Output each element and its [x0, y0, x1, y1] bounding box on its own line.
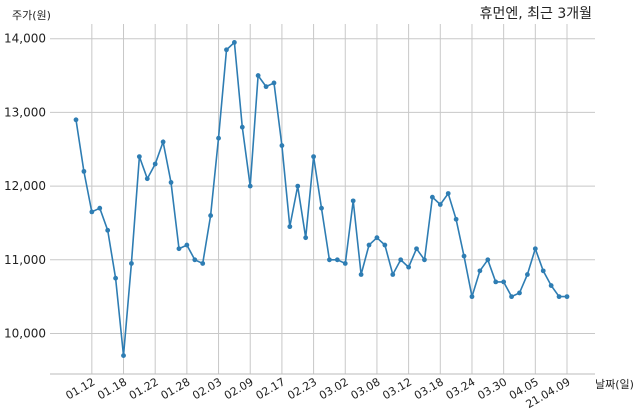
data-point	[152, 161, 158, 167]
data-point	[239, 124, 245, 130]
data-point	[129, 261, 134, 266]
x-tick-label: 01.22	[127, 375, 161, 402]
data-point	[366, 242, 372, 248]
data-point	[81, 168, 87, 174]
y-tick-label: 14,000	[4, 32, 46, 46]
data-point	[247, 183, 253, 189]
data-point	[445, 191, 451, 196]
x-axis: 01.1201.1801.2201.2802.0302.0902.1702.23…	[64, 375, 573, 411]
data-point	[342, 261, 348, 266]
data-point	[121, 353, 126, 358]
data-point	[437, 202, 443, 207]
y-tick-label: 11,000	[4, 253, 46, 267]
data-point	[311, 154, 316, 160]
data-point	[390, 272, 396, 277]
data-point	[422, 257, 427, 263]
data-point	[279, 143, 285, 148]
y-tick-label: 12,000	[4, 179, 46, 193]
x-tick-label: 02.03	[190, 375, 224, 402]
data-point	[525, 272, 530, 277]
chart-title: 휴먼엔, 최근 3개월	[480, 6, 592, 22]
data-point	[73, 117, 79, 123]
data-point	[334, 257, 340, 263]
data-point	[477, 268, 483, 274]
data-point	[160, 139, 166, 145]
data-point	[556, 294, 562, 300]
data-point	[136, 154, 142, 160]
data-point	[429, 194, 435, 200]
data-point	[540, 268, 546, 274]
data-point	[564, 294, 570, 300]
data-point	[358, 272, 364, 277]
data-point	[509, 294, 514, 300]
data-point	[493, 279, 499, 285]
data-point	[144, 176, 150, 182]
data-point	[501, 279, 507, 285]
data-point	[406, 264, 412, 270]
data-point	[374, 235, 380, 241]
y-tick-label: 13,000	[4, 105, 46, 119]
data-point	[532, 246, 538, 252]
x-tick-label: 03.18	[412, 375, 446, 402]
data-point	[303, 235, 309, 241]
x-tick-label: 02.23	[285, 375, 319, 402]
y-axis: 10,000 11,000 12,000 13,000 14,000	[4, 32, 46, 341]
data-point	[255, 73, 261, 78]
x-tick-label: 02.09	[222, 375, 256, 402]
data-point	[263, 84, 269, 90]
data-point	[398, 257, 404, 263]
x-tick-label: 03.24	[444, 375, 478, 402]
data-point	[224, 47, 229, 53]
x-tick-label: 01.12	[64, 375, 98, 402]
y-tick-label: 10,000	[4, 326, 46, 340]
price-line	[75, 40, 567, 356]
data-point	[97, 205, 103, 211]
x-tick-label: 03.08	[349, 375, 383, 402]
data-point	[192, 257, 198, 263]
data-point	[184, 242, 190, 248]
data-point	[485, 257, 491, 263]
data-point	[287, 224, 293, 230]
data-point	[319, 205, 324, 211]
grid	[50, 24, 595, 374]
data-point	[89, 209, 95, 215]
data-point	[327, 257, 332, 263]
data-point	[168, 180, 174, 185]
data-point	[113, 275, 118, 281]
y-axis-label: 주가(원)	[12, 9, 51, 22]
data-point	[176, 246, 182, 252]
x-tick-label: 03.30	[475, 375, 509, 402]
data-point	[231, 40, 237, 45]
data-point	[461, 253, 467, 259]
data-point	[200, 261, 206, 266]
price-points	[73, 40, 570, 358]
x-axis-label: 날짜(일)	[595, 377, 634, 391]
data-point	[295, 183, 301, 189]
x-tick-label: 03.12	[380, 375, 414, 402]
data-point	[453, 216, 459, 222]
data-point	[271, 80, 277, 86]
data-point	[382, 242, 388, 248]
x-tick-label: 02.17	[254, 375, 288, 402]
x-tick-label: 01.28	[159, 375, 193, 402]
data-point	[208, 213, 214, 218]
data-point	[216, 135, 221, 141]
data-point	[350, 198, 356, 204]
data-point	[548, 283, 554, 288]
x-tick-label: 03.02	[317, 375, 351, 402]
data-point	[414, 246, 419, 252]
x-tick-label: 01.18	[95, 375, 129, 402]
data-point	[105, 227, 111, 233]
data-point	[517, 290, 522, 296]
data-point	[469, 294, 475, 300]
